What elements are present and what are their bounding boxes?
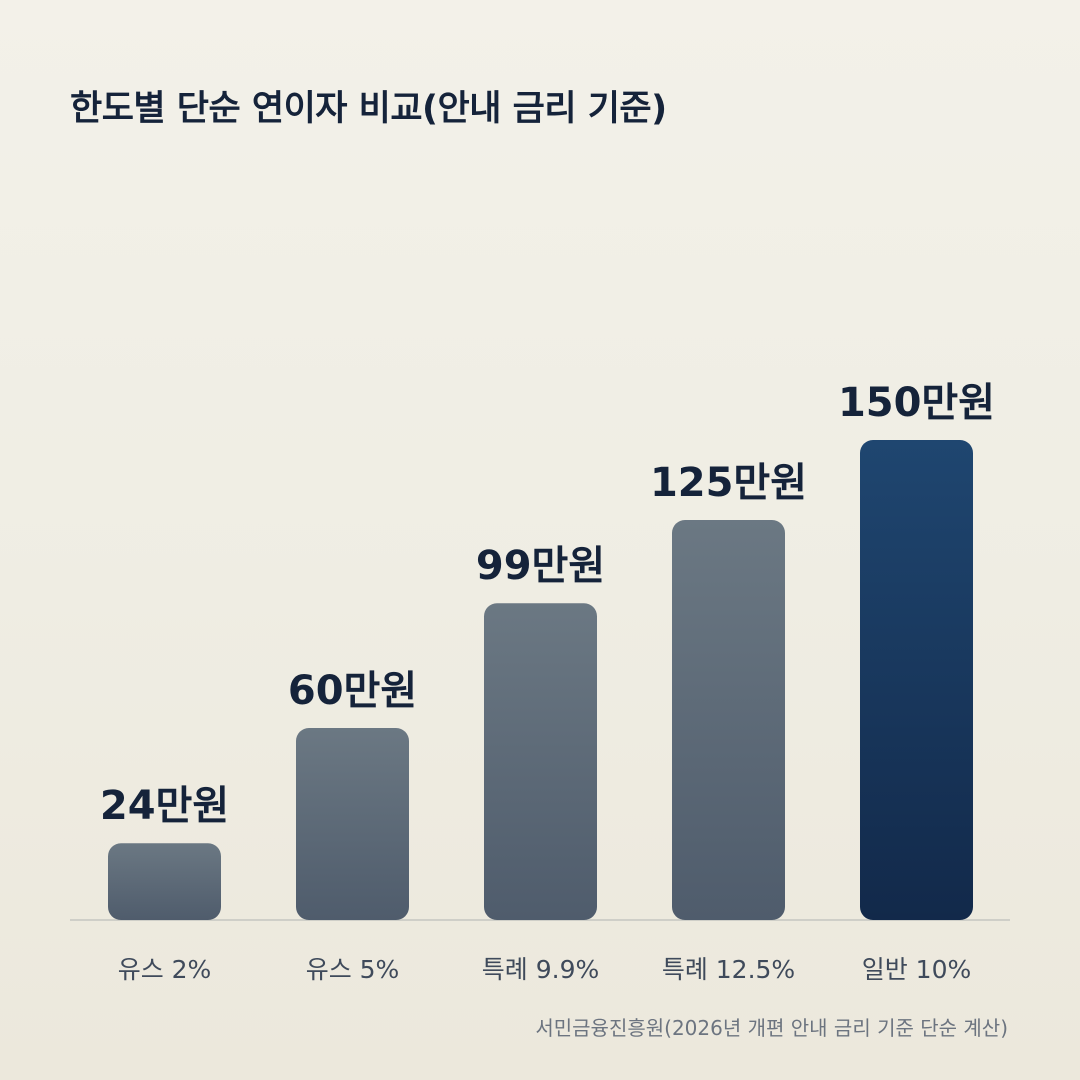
value-labels-group: 24만원 60만원 99만원 125만원 150만원 bbox=[100, 380, 995, 829]
category-label-1: 유스 2% bbox=[118, 955, 212, 984]
bars-group bbox=[108, 440, 973, 920]
bar-4 bbox=[672, 520, 785, 920]
category-label-4: 특례 12.5% bbox=[662, 955, 795, 984]
bar-2 bbox=[296, 728, 409, 920]
bar-1 bbox=[108, 843, 221, 920]
value-label-2: 60만원 bbox=[288, 668, 417, 714]
bar-5 bbox=[860, 440, 973, 920]
source-note: 서민금융진흥원(2026년 개편 안내 금리 기준 단순 계산) bbox=[535, 1016, 1008, 1040]
value-label-1: 24만원 bbox=[100, 783, 229, 829]
category-labels-group: 유스 2% 유스 5% 특례 9.9% 특례 12.5% 일반 10% bbox=[118, 955, 972, 984]
category-label-3: 특례 9.9% bbox=[482, 955, 599, 984]
value-label-3: 99만원 bbox=[476, 543, 605, 589]
value-label-4: 125만원 bbox=[650, 460, 807, 506]
chart-title: 한도별 단순 연이자 비교(안내 금리 기준) bbox=[70, 89, 667, 129]
category-label-2: 유스 5% bbox=[306, 955, 400, 984]
value-label-5: 150만원 bbox=[838, 380, 995, 426]
bar-3 bbox=[484, 603, 597, 920]
category-label-5: 일반 10% bbox=[862, 955, 972, 984]
